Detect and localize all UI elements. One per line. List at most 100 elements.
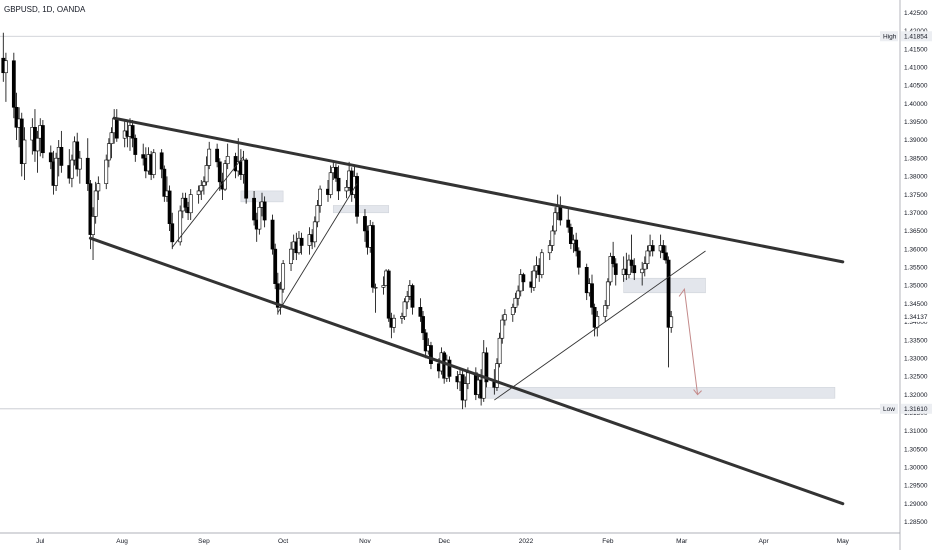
candle-body <box>516 290 520 299</box>
y-tick-label: 1.37000 <box>904 210 928 217</box>
candle-body <box>421 316 425 334</box>
candle-body <box>603 305 608 317</box>
y-tick-label: 1.29500 <box>904 483 928 490</box>
candle-body <box>547 245 552 254</box>
candle-body <box>669 316 674 328</box>
symbol-label: GBPUSD, 1D, OANDA <box>4 5 86 14</box>
projection-arrow <box>678 287 702 396</box>
candle-body <box>521 274 526 283</box>
candle-body <box>550 230 555 246</box>
candle-body <box>318 188 322 206</box>
candle-body <box>568 227 573 244</box>
candle-body <box>88 183 93 235</box>
y-tick-label: 1.33000 <box>904 355 928 362</box>
trendlines-layer <box>88 116 845 506</box>
last-price-label: 1.34137 <box>904 314 928 321</box>
rising-trendline <box>171 156 244 248</box>
x-tick-label: Aug <box>116 538 128 545</box>
candle-body <box>85 157 90 184</box>
candle-body <box>363 216 367 232</box>
candle-body <box>532 270 536 288</box>
candle-body <box>217 161 222 183</box>
candle-body <box>661 245 666 254</box>
candle-body <box>196 190 201 195</box>
rising-trendline <box>277 183 358 314</box>
y-tick-label: 1.35500 <box>904 265 928 272</box>
candle-body <box>289 248 293 264</box>
y-tick-label: 1.39000 <box>904 137 928 144</box>
y-tick-label: 1.32500 <box>904 374 928 381</box>
candle-body <box>35 137 40 152</box>
y-tick-label: 1.41000 <box>904 64 928 71</box>
x-tick-label: Dec <box>438 538 450 545</box>
x-tick-label: Feb <box>602 538 614 545</box>
candle-body <box>500 319 505 339</box>
candle-body <box>466 372 470 385</box>
y-tick-label: 1.33500 <box>904 337 928 344</box>
candle-body <box>109 132 114 144</box>
x-tick-label: Jul <box>36 538 45 545</box>
candle-body <box>215 148 220 163</box>
candle-body <box>632 265 637 274</box>
y-tick-label: 1.39500 <box>904 119 928 126</box>
candle-body <box>429 345 433 364</box>
candle-body <box>336 177 341 192</box>
y-tick-label: 1.31000 <box>904 428 928 435</box>
candle-body <box>252 197 256 221</box>
price-axis[interactable]: 1.425001.420001.415001.410001.405001.400… <box>880 0 932 550</box>
candle-body <box>278 288 283 308</box>
marker-tag-bg <box>880 403 898 414</box>
x-tick-label: Nov <box>359 538 371 545</box>
candle-body <box>405 296 410 303</box>
candle-body <box>386 270 391 319</box>
candle-body <box>299 237 304 246</box>
candle-body <box>645 250 650 264</box>
time-axis[interactable]: Jul Aug Sep Oct Nov Dec 2022 Feb Mar Apr May <box>0 532 900 545</box>
candle-body <box>151 152 156 175</box>
y-tick-label: 1.34000 <box>904 319 928 326</box>
candle-body <box>584 267 589 294</box>
candle-body <box>54 157 58 186</box>
candle-body <box>96 183 101 192</box>
y-tick-label: 1.30500 <box>904 446 928 453</box>
candle-body <box>400 316 404 319</box>
y-tick-label: 1.34500 <box>904 301 928 308</box>
candle-body <box>334 167 338 179</box>
candles-layer <box>1 32 674 410</box>
arrow-head <box>693 389 702 396</box>
rising-trendline <box>494 250 706 401</box>
y-tick-label: 1.38500 <box>904 155 928 162</box>
candle-body <box>11 60 16 108</box>
last-price-bg <box>901 311 932 322</box>
candle-body <box>566 219 571 228</box>
x-tick-label: May <box>837 538 850 545</box>
candle-body <box>141 154 146 159</box>
candle-body <box>344 187 349 192</box>
y-tick-label: 1.32000 <box>904 392 928 399</box>
candle-body <box>262 201 267 221</box>
zone-rect <box>332 205 390 214</box>
x-tick-label: Oct <box>278 538 288 545</box>
candle-body <box>497 337 502 364</box>
candle-body <box>207 148 212 166</box>
candle-body <box>188 194 193 214</box>
candle-body <box>605 281 610 306</box>
candle-body <box>576 250 581 268</box>
candle-body <box>199 185 204 192</box>
candle-body <box>664 252 668 261</box>
candle-body <box>91 216 95 235</box>
candle-body <box>650 245 655 252</box>
candle-body <box>183 197 188 208</box>
candle-body <box>93 190 98 217</box>
candle-body <box>513 297 518 308</box>
candle-body <box>312 221 317 243</box>
marker-value-label: 1.41854 <box>904 33 928 40</box>
candle-body <box>170 223 175 243</box>
candle-body <box>370 225 375 288</box>
y-tick-label: 1.36500 <box>904 228 928 235</box>
candle-body <box>204 165 209 183</box>
candle-body <box>518 274 523 292</box>
candle-body <box>595 316 600 328</box>
